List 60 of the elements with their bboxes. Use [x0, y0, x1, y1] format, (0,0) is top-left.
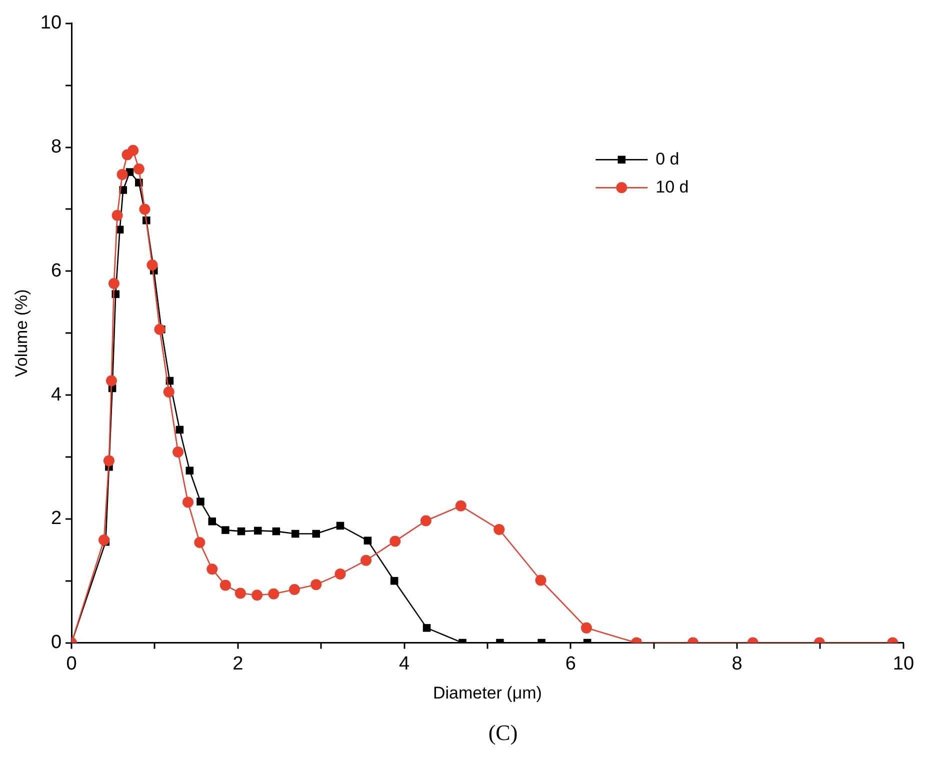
- point: [252, 590, 263, 601]
- legend-label: 0 d: [656, 149, 680, 168]
- x-tick-label: 10: [892, 653, 914, 674]
- y-tick-label: 2: [50, 508, 62, 530]
- point: [291, 530, 300, 538]
- point: [133, 163, 144, 174]
- point: [580, 622, 592, 634]
- point: [139, 204, 150, 215]
- point: [494, 524, 505, 535]
- point: [312, 530, 320, 538]
- x-tick-label: 8: [732, 653, 742, 674]
- y-tick-label: 10: [40, 12, 62, 34]
- point: [206, 564, 218, 575]
- point: [390, 536, 401, 547]
- point: [106, 375, 117, 386]
- point: [535, 574, 546, 586]
- point: [172, 446, 184, 458]
- x-tick-label: 6: [565, 653, 576, 674]
- point: [310, 579, 322, 590]
- point: [272, 527, 280, 536]
- point: [360, 554, 372, 566]
- y-tick-label: 4: [50, 384, 62, 406]
- y-tick-label: 6: [50, 260, 62, 282]
- point: [336, 522, 344, 530]
- point: [455, 500, 466, 512]
- point: [194, 536, 206, 548]
- x-tick-label: 2: [232, 653, 244, 674]
- point: [234, 588, 246, 599]
- legend-label: 10 d: [656, 177, 689, 196]
- point: [196, 498, 204, 506]
- text: (C): [487, 720, 519, 746]
- point: [116, 169, 128, 180]
- point: [268, 588, 280, 600]
- y-tick-label: 8: [50, 136, 62, 158]
- point: [237, 527, 246, 536]
- y-axis-title: Volume (%): [12, 289, 31, 378]
- point: [220, 580, 231, 591]
- point: [112, 210, 123, 221]
- point: [182, 496, 194, 508]
- y-tick-label: 0: [50, 632, 62, 654]
- point: [128, 144, 139, 156]
- point: [288, 584, 300, 596]
- point: [364, 536, 372, 544]
- point: [334, 568, 346, 580]
- point: [103, 455, 114, 466]
- x-axis-title: Diameter (μm): [433, 683, 542, 702]
- point: [222, 526, 230, 534]
- point: [390, 576, 398, 585]
- point: [422, 624, 431, 632]
- point: [98, 534, 110, 546]
- x-tick-label: 0: [66, 653, 77, 674]
- point: [176, 426, 184, 434]
- point: [254, 526, 262, 535]
- point: [108, 278, 120, 290]
- x-tick-label: 4: [399, 653, 410, 674]
- point: [146, 259, 158, 270]
- point: [208, 518, 216, 526]
- point: [163, 386, 174, 398]
- point: [186, 466, 194, 474]
- point: [420, 515, 432, 526]
